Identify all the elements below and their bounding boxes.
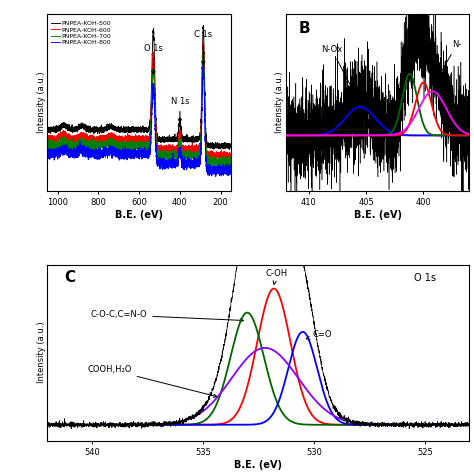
PNPEA-KOH-600 <box>155 143 160 148</box>
PNPEA-KOH-500 <box>227 146 232 152</box>
PNPEA-KOH-600 <box>78 132 83 138</box>
PNPEA-KOH-800 <box>45 148 50 154</box>
PNPEA-KOH-700 <box>182 156 187 162</box>
PNPEA-KOH-500 <box>182 137 187 143</box>
PNPEA-KOH-800 <box>213 173 219 179</box>
PNPEA-KOH-600 <box>164 146 170 152</box>
PNPEA-KOH-500 <box>164 138 170 144</box>
Text: C-O-C,C=N-O: C-O-C,C=N-O <box>91 310 243 322</box>
PNPEA-KOH-800 <box>78 147 83 153</box>
PNPEA-KOH-700 <box>45 142 50 148</box>
PNPEA-KOH-800 <box>195 160 201 165</box>
PNPEA-KOH-800 <box>115 151 120 156</box>
Text: COOH,H₂O: COOH,H₂O <box>87 365 217 397</box>
Text: N-: N- <box>435 40 462 83</box>
PNPEA-KOH-800 <box>182 162 187 167</box>
Text: C-OH: C-OH <box>265 269 287 284</box>
Text: C=O: C=O <box>306 329 332 339</box>
PNPEA-KOH-500 <box>201 23 206 28</box>
X-axis label: B.E. (eV): B.E. (eV) <box>234 460 283 470</box>
PNPEA-KOH-800 <box>164 164 170 170</box>
PNPEA-KOH-800 <box>201 63 206 68</box>
PNPEA-KOH-600 <box>225 158 230 164</box>
Text: N-Q: N-Q <box>406 27 422 68</box>
PNPEA-KOH-500 <box>78 123 83 128</box>
PNPEA-KOH-500 <box>45 125 50 130</box>
Legend: PNPEA-KOH-500, PNPEA-KOH-600, PNPEA-KOH-700, PNPEA-KOH-800: PNPEA-KOH-500, PNPEA-KOH-600, PNPEA-KOH-… <box>51 21 111 45</box>
PNPEA-KOH-600 <box>115 137 120 143</box>
Line: PNPEA-KOH-800: PNPEA-KOH-800 <box>47 65 231 176</box>
Text: O 1s: O 1s <box>413 273 436 283</box>
Text: N 1s: N 1s <box>171 97 189 122</box>
Text: C 1s: C 1s <box>194 30 212 64</box>
Text: N-Ox: N-Ox <box>321 45 358 101</box>
X-axis label: B.E. (eV): B.E. (eV) <box>354 210 401 220</box>
PNPEA-KOH-600 <box>45 134 50 140</box>
Line: PNPEA-KOH-500: PNPEA-KOH-500 <box>47 26 231 149</box>
Y-axis label: Intensity (a.u.): Intensity (a.u.) <box>37 72 46 133</box>
PNPEA-KOH-600 <box>228 151 234 157</box>
PNPEA-KOH-500 <box>195 137 201 142</box>
Line: PNPEA-KOH-700: PNPEA-KOH-700 <box>47 51 231 169</box>
Text: B: B <box>299 21 310 36</box>
PNPEA-KOH-700 <box>228 156 234 162</box>
PNPEA-KOH-700 <box>155 154 160 159</box>
PNPEA-KOH-600 <box>195 146 201 152</box>
PNPEA-KOH-700 <box>201 48 206 54</box>
PNPEA-KOH-700 <box>115 145 120 151</box>
Text: O 1s: O 1s <box>144 44 163 74</box>
PNPEA-KOH-700 <box>219 166 225 172</box>
PNPEA-KOH-600 <box>201 38 206 44</box>
PNPEA-KOH-700 <box>195 152 201 158</box>
X-axis label: B.E. (eV): B.E. (eV) <box>115 210 163 220</box>
PNPEA-KOH-700 <box>164 153 170 159</box>
PNPEA-KOH-800 <box>228 164 234 170</box>
PNPEA-KOH-500 <box>228 142 234 148</box>
PNPEA-KOH-600 <box>182 146 187 151</box>
PNPEA-KOH-500 <box>115 128 120 134</box>
Y-axis label: Intensity (a.u.): Intensity (a.u.) <box>37 322 46 383</box>
Y-axis label: Intensity (a.u.): Intensity (a.u.) <box>275 72 284 133</box>
Line: PNPEA-KOH-600: PNPEA-KOH-600 <box>47 41 231 161</box>
PNPEA-KOH-700 <box>78 139 83 145</box>
PNPEA-KOH-800 <box>155 158 160 164</box>
PNPEA-KOH-500 <box>155 131 160 137</box>
Text: C: C <box>64 270 75 285</box>
